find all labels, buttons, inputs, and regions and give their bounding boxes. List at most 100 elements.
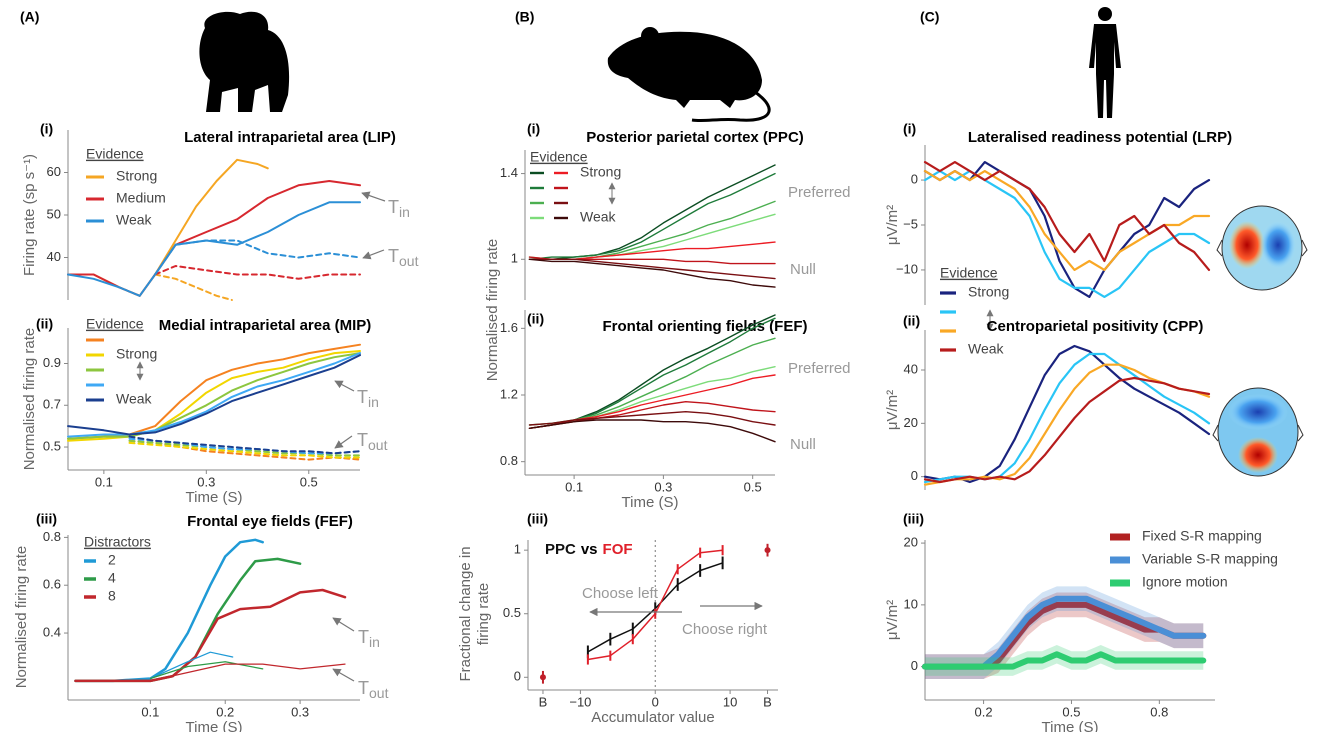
series-line — [67, 343, 361, 440]
y-tick-label: 20 — [904, 415, 918, 430]
annotation: Choose left — [582, 585, 659, 602]
y-axis-label: Firing rate (sp s⁻¹) — [21, 154, 38, 276]
y-tick-label: 1.6 — [500, 320, 518, 335]
annotation-arrow — [334, 380, 355, 392]
series-line — [923, 376, 1211, 484]
y-tick-label: 20 — [904, 535, 918, 550]
y-tick-label: 0 — [911, 658, 918, 673]
x-tick-label: 10 — [723, 694, 737, 709]
annotation-subscript: out — [368, 437, 388, 453]
y-tick-label: 0.5 — [503, 605, 521, 620]
legend-label: 2 — [108, 552, 116, 568]
legend-label: vs — [581, 541, 598, 558]
y-tick-label: 40 — [47, 249, 61, 264]
x-tick-label: 0.5 — [1062, 704, 1080, 719]
panel-label: (i) — [903, 121, 916, 137]
y-axis-label: Normalised firing rate — [21, 328, 38, 471]
annotation: Preferred — [788, 360, 851, 377]
panel-label: (ii) — [36, 316, 53, 332]
series-line — [154, 265, 361, 280]
series-line — [528, 213, 776, 260]
y-tick-label: 10 — [904, 596, 918, 611]
annotation-text: T — [358, 627, 369, 647]
monkey-silhouette — [199, 11, 290, 113]
y-tick-label: 0.8 — [500, 453, 518, 468]
y-tick-label: 1.2 — [500, 386, 518, 401]
annotation: Choose right — [682, 621, 768, 638]
legend-label: Weak — [968, 341, 1005, 357]
legend-label: PPC — [545, 541, 576, 558]
annotation-subscript: out — [369, 685, 389, 701]
legend-label: Variable S-R mapping — [1142, 551, 1278, 567]
x-tick-label: 0.8 — [1150, 704, 1168, 719]
series-line — [128, 437, 361, 455]
series-line — [149, 663, 346, 682]
annotation-text: T — [358, 678, 369, 698]
y-tick-label: 0 — [911, 468, 918, 483]
y-tick-label: 1 — [511, 251, 518, 266]
legend-label: 8 — [108, 588, 116, 604]
annotation-text: T — [357, 387, 368, 407]
panel: (ii) Centroparietal positivity (CPP) 0 20 40… — [884, 313, 1211, 490]
annotation-subscript: in — [369, 634, 380, 650]
annotation: Tout — [357, 430, 388, 453]
annotation: Tin — [357, 387, 379, 410]
figure-label: (A) — [20, 9, 39, 25]
series-line — [154, 239, 361, 276]
y-axis-label: μV/m² — [884, 390, 901, 430]
panel-title: Medial intraparietal area (MIP) — [159, 317, 372, 334]
y-tick-label: 0.7 — [43, 397, 61, 412]
panel-label: (ii) — [527, 311, 544, 327]
y-tick-label: 0.5 — [43, 438, 61, 453]
y-tick-label: 0.9 — [43, 355, 61, 370]
panel: (i) Posterior parietal cortex (PPC) 1 1.4 No… — [484, 121, 851, 382]
annotation: Null — [790, 261, 816, 278]
annotation: Preferred — [788, 184, 851, 201]
y-tick-label: −10 — [896, 261, 918, 276]
series-line — [154, 273, 233, 301]
series-line — [128, 441, 361, 459]
annotation-subscript: out — [399, 253, 419, 269]
x-tick-label: 0.1 — [141, 704, 159, 719]
y-axis-label: Fractional change in — [457, 546, 474, 681]
series-line — [528, 401, 776, 429]
x-tick-label: 0.2 — [975, 704, 993, 719]
legend-label: 4 — [108, 570, 116, 586]
x-tick-label: 0.3 — [197, 474, 215, 489]
y-tick-label: 0.6 — [43, 577, 61, 592]
legend-title: Evidence — [530, 149, 588, 165]
legend-title: Evidence — [940, 265, 998, 281]
series-line — [149, 661, 264, 680]
panel-title: Lateral intraparietal area (LIP) — [184, 129, 396, 146]
series-line — [923, 352, 1211, 484]
series-line — [149, 651, 234, 680]
series-line — [67, 180, 361, 297]
annotation-text: T — [388, 246, 399, 266]
series-line — [528, 258, 776, 288]
panel-title: Frontal eye fields (FEF) — [187, 513, 353, 530]
series-line — [128, 435, 361, 455]
legend-label: Strong — [580, 164, 621, 180]
series-line — [528, 411, 776, 426]
panel-label: (iii) — [527, 511, 548, 527]
x-tick-label: 0.1 — [95, 474, 113, 489]
series-line — [67, 201, 361, 297]
series-line — [923, 161, 1211, 298]
legend-label: Weak — [580, 209, 617, 225]
panel-label: (iii) — [36, 511, 57, 527]
annotation-arrow — [362, 249, 385, 260]
legend-label: Ignore motion — [1142, 574, 1228, 590]
x-tick-label: 0.5 — [300, 474, 318, 489]
series-line — [528, 419, 776, 443]
x-axis-label: Time (S) — [622, 494, 679, 511]
legend-label: Fixed S-R mapping — [1142, 528, 1262, 544]
annotation: Tout — [358, 678, 389, 701]
annotation-arrow — [361, 191, 386, 202]
x-tick-label: 0.2 — [216, 704, 234, 719]
annotation-subscript: in — [399, 204, 410, 220]
y-tick-label: 0 — [911, 171, 918, 186]
panel: (iii) 0 0.5 1 B −10 0 10 B Accumulator value Fract… — [457, 511, 778, 726]
y-tick-label: 1 — [514, 542, 521, 557]
annotation-arrow — [332, 617, 355, 632]
